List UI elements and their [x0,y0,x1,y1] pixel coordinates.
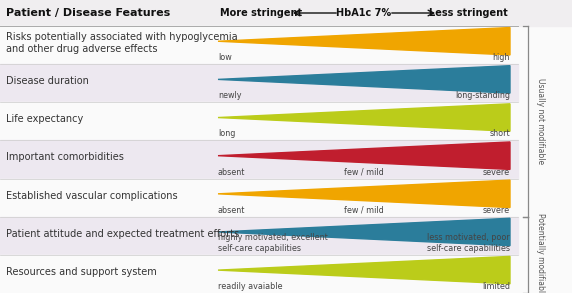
Bar [0,0,572,26]
Text: readily avaiable: readily avaiable [218,282,283,291]
Polygon shape [218,256,510,284]
Text: Important comorbidities: Important comorbidities [6,152,124,163]
Bar [0,102,518,140]
Polygon shape [218,66,510,93]
Polygon shape [218,218,510,246]
Polygon shape [218,180,510,207]
Text: Usually not modifiable: Usually not modifiable [537,78,546,164]
Polygon shape [218,28,510,55]
Bar [0,64,518,102]
Text: few / mild: few / mild [344,206,384,215]
Bar [0,255,518,293]
Text: severe: severe [483,168,510,177]
Bar [0,217,518,255]
Text: low: low [218,53,232,62]
Text: long-standing: long-standing [455,91,510,100]
Text: absent: absent [218,168,245,177]
Text: high: high [492,53,510,62]
Text: few / mild: few / mild [344,168,384,177]
Text: Life expectancy: Life expectancy [6,114,84,124]
Text: less motivated, poor
self-care capabilities: less motivated, poor self-care capabilit… [427,234,510,253]
Text: Resources and support system: Resources and support system [6,267,157,277]
Text: More stringent: More stringent [220,8,302,18]
Text: newly: newly [218,91,241,100]
Text: Less stringent: Less stringent [429,8,508,18]
Text: Disease duration: Disease duration [6,76,89,86]
Text: absent: absent [218,206,245,215]
Text: severe: severe [483,206,510,215]
Polygon shape [218,104,510,131]
Text: Patient / Disease Features: Patient / Disease Features [6,8,170,18]
Text: HbA1c 7%: HbA1c 7% [336,8,392,18]
Polygon shape [218,142,510,169]
Text: Potentially modifiable: Potentially modifiable [537,213,546,293]
Bar [0,140,518,178]
Text: limited: limited [482,282,510,291]
Text: Patient attitude and expected treatment efforts: Patient attitude and expected treatment … [6,229,239,239]
Text: short: short [490,130,510,138]
Text: highly motivated, excellent
self-care capabilities: highly motivated, excellent self-care ca… [218,234,328,253]
Text: Established vascular complications: Established vascular complications [6,191,178,201]
Text: Risks potentially associated with hypoglycemia
and other drug adverse effects: Risks potentially associated with hypogl… [6,32,237,54]
Text: long: long [218,130,235,138]
Bar [0,178,518,217]
Bar [0,26,518,64]
